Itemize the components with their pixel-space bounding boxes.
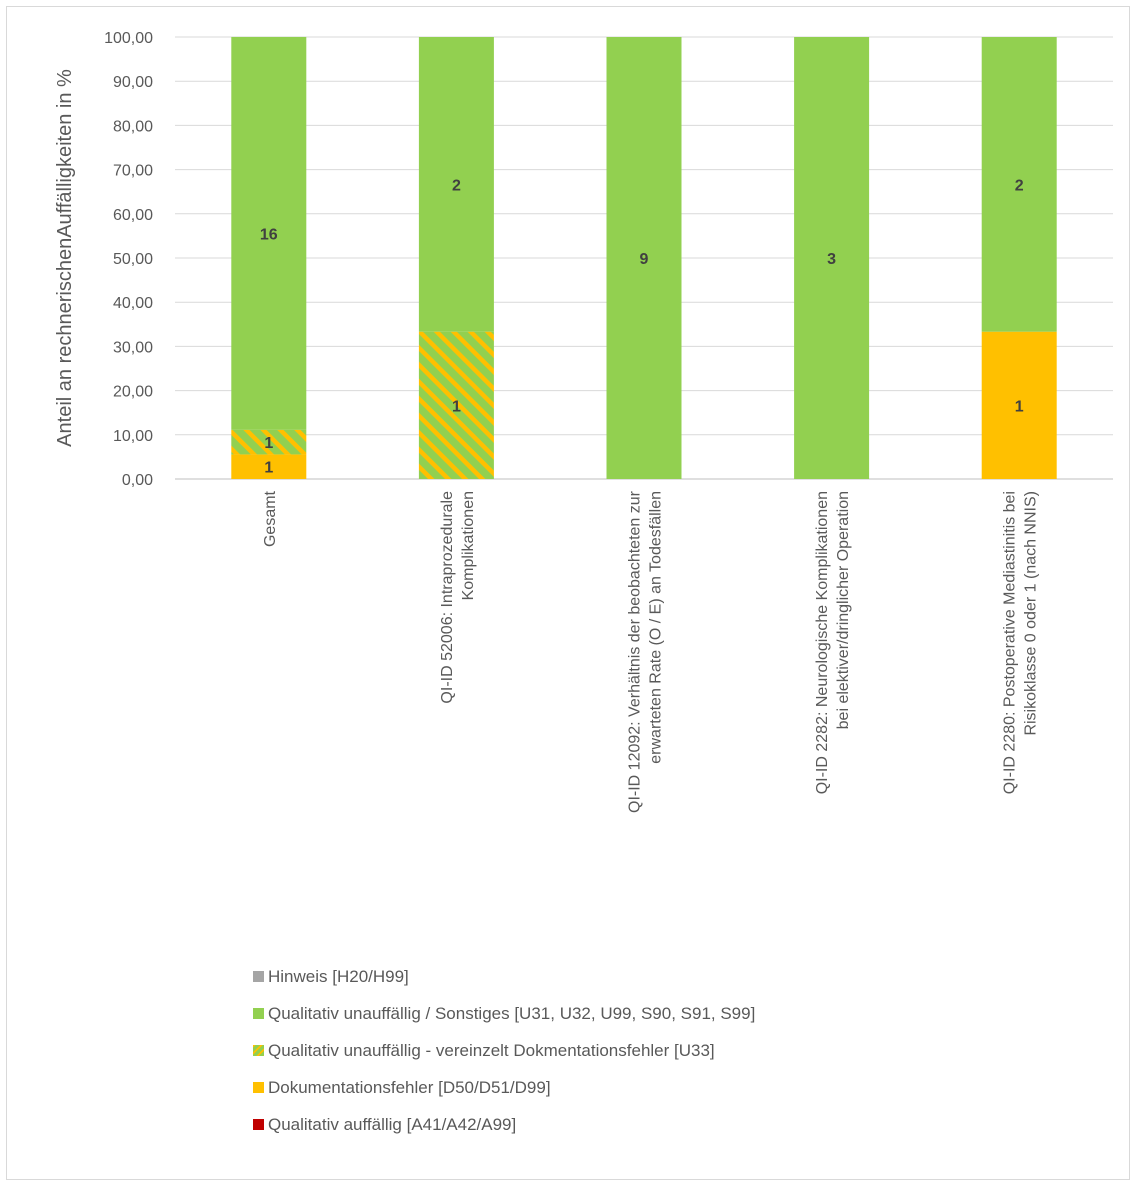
y-tick-label: 80,00 <box>113 118 153 135</box>
data-labels: 1 1 16 1 2 9 3 1 2 <box>260 177 1024 476</box>
category-label: QI-ID 52006: Intraprozedurale Komplikatio… <box>439 491 477 704</box>
legend-label: Qualitativ unauffällig / Sonstiges [U31,… <box>268 1003 756 1023</box>
data-label: 16 <box>260 226 278 243</box>
bar-segment <box>606 37 682 479</box>
category-label-line: Risikoklasse 0 oder 1 (nach NNIS) <box>1023 491 1040 736</box>
legend-swatch <box>253 1045 264 1056</box>
stacked-bar-chart: 0,00 10,00 20,00 30,00 40,00 50,00 60,00 70,00 8… <box>54 30 1113 813</box>
bars <box>231 36 1057 479</box>
data-label: 2 <box>1015 177 1024 194</box>
legend-item: Dokumentationsfehler [D50/D51/D99] <box>253 1069 755 1106</box>
legend: Hinweis [H20/H99] Qualitativ unauffällig … <box>253 958 755 1143</box>
data-label: 1 <box>264 460 273 477</box>
data-label: 2 <box>452 177 461 194</box>
category-label-line: Gesamt <box>262 490 279 547</box>
y-tick-label: 90,00 <box>113 74 153 91</box>
legend-label: Qualitativ auffällig [A41/A42/A99] <box>268 1114 517 1134</box>
y-tick-label: 0,00 <box>122 472 153 489</box>
category-label-line: erwarteten Rate (O / E) an Todesfällen <box>648 491 665 764</box>
legend-swatch <box>253 1082 264 1093</box>
category-label-line: QI-ID 12092: Verhältnis der beobachteten… <box>627 490 644 813</box>
bar-segment <box>981 331 1057 479</box>
data-label: 1 <box>1015 398 1024 415</box>
y-tick-label: 70,00 <box>113 163 153 180</box>
bar-segment <box>794 37 870 479</box>
y-tick-label: 30,00 <box>113 339 153 356</box>
y-tick-label: 50,00 <box>113 251 153 268</box>
y-tick-label: 60,00 <box>113 207 153 224</box>
data-label: 3 <box>827 251 836 268</box>
y-tick-label: 20,00 <box>113 384 153 401</box>
legend-swatch <box>253 971 264 982</box>
legend-swatch <box>253 1119 264 1130</box>
legend-label: Hinweis [H20/H99] <box>268 966 409 986</box>
legend-item: Qualitativ unauffällig / Sonstiges [U31,… <box>253 995 755 1032</box>
legend-swatch <box>253 1008 264 1019</box>
bar-segment <box>418 37 494 332</box>
bar-segment <box>981 37 1057 332</box>
y-tick-label: 40,00 <box>113 295 153 312</box>
data-label: 1 <box>264 435 273 452</box>
legend-label: Dokumentationsfehler [D50/D51/D99] <box>268 1077 551 1097</box>
y-tick-label: 100,00 <box>104 30 153 47</box>
x-axis-labels: Gesamt QI-ID 52006: Intraprozedurale Kompl… <box>262 490 1040 813</box>
bar-segment <box>231 454 307 479</box>
bar-segment <box>418 331 494 479</box>
category-label-line: QI-ID 2280: Postoperative Mediastinitis … <box>1002 491 1019 794</box>
data-label: 1 <box>452 398 461 415</box>
legend-item: Qualitativ unauffällig - vereinzelt Dokm… <box>253 1032 755 1069</box>
y-tick-label: 10,00 <box>113 428 153 445</box>
bar-segment <box>231 36 307 430</box>
bar-segment <box>231 429 307 455</box>
category-label-line: QI-ID 52006: Intraprozedurale <box>439 491 456 704</box>
category-label: QI-ID 2280: Postoperative Mediastinitis … <box>1002 491 1040 794</box>
category-label-line: Komplikationen <box>460 491 477 600</box>
category-label-line: QI-ID 2282: Neurologische Komplikationen <box>814 491 831 794</box>
legend-item: Hinweis [H20/H99] <box>253 958 755 995</box>
category-label-line: bei elektiver/dringlicher Operation <box>835 491 852 729</box>
y-axis-ticks: 0,00 10,00 20,00 30,00 40,00 50,00 60,00 70,00 8… <box>104 30 153 489</box>
data-label: 9 <box>640 251 649 268</box>
chart-frame <box>6 6 1130 1180</box>
y-axis-title: Anteil an rechnerischenAuffälligkeiten i… <box>54 69 76 447</box>
legend-label: Qualitativ unauffällig - vereinzelt Dokm… <box>268 1040 715 1060</box>
category-label: QI-ID 12092: Verhältnis der beobachteten… <box>627 490 665 813</box>
category-label: QI-ID 2282: Neurologische Komplikationen… <box>814 491 852 794</box>
legend-item: Qualitativ auffällig [A41/A42/A99] <box>253 1106 755 1143</box>
category-label: Gesamt <box>262 490 279 547</box>
